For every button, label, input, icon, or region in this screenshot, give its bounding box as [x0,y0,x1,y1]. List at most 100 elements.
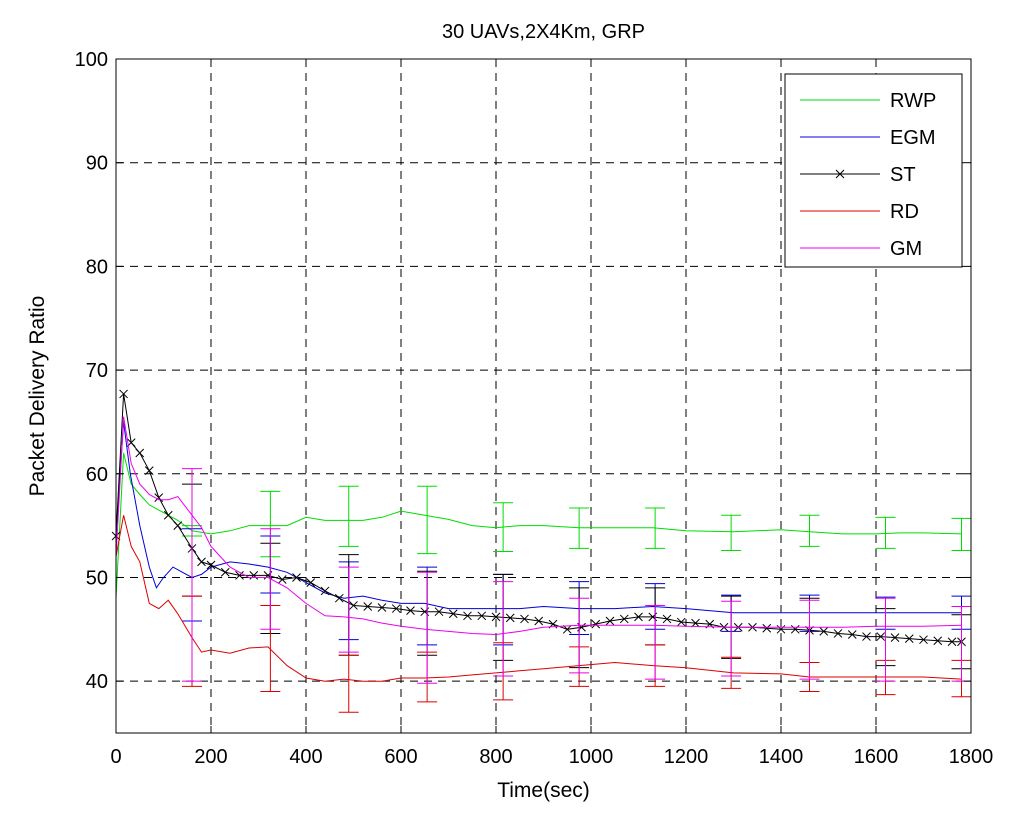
series-rwp [115,452,972,599]
marker-st [562,624,572,634]
marker-st [619,614,629,624]
marker-st [534,616,544,626]
marker-st [434,607,444,617]
marker-st [819,627,829,636]
marker-st [662,614,672,624]
marker-st [320,586,330,596]
error-bar-rwp [338,485,359,547]
marker-st [220,567,230,577]
y-axis-label: Packet Delivery Ratio [26,296,49,497]
marker-st [833,629,843,638]
marker-st [933,636,943,646]
y-tick-label: 50 [86,567,108,589]
marker-st [197,557,206,567]
marker-st [277,575,287,584]
error-bar-gm [493,581,514,677]
error-bar-gm [338,566,359,653]
chart-title: 30 UAVs,2X4Km, GRP [442,21,645,43]
legend-label-rd: RD [890,201,919,223]
marker-st [249,571,259,580]
marker-st [463,611,472,621]
error-bar-gm [569,597,590,674]
error-bar-gm [417,571,438,684]
marker-st [634,612,643,622]
x-tick-label: 800 [479,746,512,768]
marker-st [119,389,128,399]
y-tick-label: 70 [86,360,108,382]
marker-st [762,623,772,633]
y-tick-label: 40 [86,671,108,693]
x-tick-label: 1600 [854,746,899,768]
marker-st [491,612,501,622]
marker-st [520,614,529,624]
marker-st [334,593,344,603]
legend-label-gm: GM [890,238,922,260]
x-tick-label: 1800 [949,746,994,768]
marker-st [377,603,387,612]
error-bar-gm [182,468,202,682]
marker-st [776,624,786,634]
x-tick-label: 1200 [664,746,709,768]
legend-marker-st [835,169,845,179]
marker-st [947,637,957,647]
marker-st [591,619,601,629]
legend: RWP EGM ST RD GM [784,73,963,268]
x-tick-label: 1000 [569,746,614,768]
marker-st [505,613,515,623]
marker-st [691,618,700,628]
series-gm [115,416,972,684]
marker-st [876,632,886,641]
marker-st [477,611,487,621]
x-tick-label: 200 [194,746,227,768]
legend-label-st: ST [890,164,916,186]
error-bar-gm [875,597,896,682]
error-bar-rwp [799,514,820,547]
error-bar-rwp [417,485,438,555]
error-bar-rwp [951,517,972,552]
x-tick-label: 400 [289,746,322,768]
series-lines [111,389,972,713]
series-egm [115,421,972,646]
x-tick-label: 0 [110,746,121,768]
marker-st [391,604,401,613]
marker-st [862,632,871,641]
y-tick-label: 90 [86,153,108,175]
marker-st [919,635,928,645]
marker-st [847,630,857,639]
line-st [115,393,962,643]
y-tick-label: 80 [86,256,108,278]
marker-st [349,601,358,610]
error-bar-gm [721,600,742,677]
marker-st [363,602,373,611]
marker-st [135,448,145,458]
marker-st [163,510,173,520]
marker-st [890,633,900,642]
marker-st [676,617,686,627]
series-rd [115,515,972,713]
error-bar-rd [338,654,359,713]
line-gm [115,416,962,636]
error-bar-gm [799,599,820,680]
marker-st [292,573,301,582]
x-tick-label: 600 [384,746,417,768]
x-axis-label: Time(sec) [497,779,590,802]
legend-label-rwp: RWP [890,90,936,112]
marker-st [154,493,164,502]
marker-st [448,609,458,619]
line-egm [115,421,962,614]
marker-st [605,616,615,626]
marker-st [306,578,316,587]
error-bar-rwp [721,514,742,552]
error-bar-gm [645,604,666,680]
marker-st [235,571,244,580]
error-bar-rwp [569,507,590,549]
axis-ticks: 0 200 400 600 800 1000 1200 1400 1600 1800 40 50 60 7… [75,49,994,768]
marker-st [173,521,183,530]
y-tick-label: 60 [86,464,108,486]
line-rd [115,515,962,682]
marker-st [206,560,216,570]
legend-label-egm: EGM [890,127,936,149]
plot-frame [115,58,972,734]
marker-st [904,634,914,643]
